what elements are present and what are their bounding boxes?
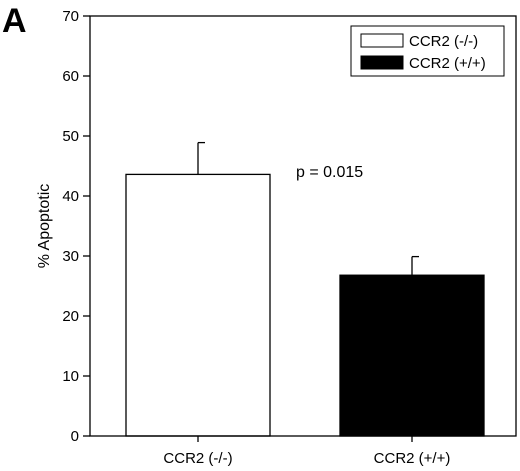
bar-1 xyxy=(339,274,485,437)
x-tick-label-0: CCR2 (-/-) xyxy=(163,450,232,467)
legend-label-0: CCR2 (-/-) xyxy=(409,33,478,50)
y-tick-label-2: 20 xyxy=(62,308,79,325)
x-axis-ticks: CCR2 (-/-) CCR2 (+/+) xyxy=(163,436,450,467)
legend: CCR2 (-/-) CCR2 (+/+) xyxy=(350,25,505,77)
p-value-annotation: p = 0.015 xyxy=(296,164,363,181)
y-tick-label-6: 60 xyxy=(62,68,79,85)
x-tick-label-1: CCR2 (+/+) xyxy=(374,450,451,467)
y-tick-label-4: 40 xyxy=(62,188,79,205)
legend-label-1: CCR2 (+/+) xyxy=(409,55,486,72)
error-bars-layer xyxy=(197,141,419,276)
y-tick-label-3: 30 xyxy=(62,248,79,265)
bar-0 xyxy=(125,173,271,437)
y-axis-label: % Apoptotic xyxy=(36,184,53,269)
y-axis-ticks: 0 10 20 30 40 50 60 70 xyxy=(62,8,90,445)
y-tick-label-7: 70 xyxy=(62,8,79,25)
y-tick-label-5: 50 xyxy=(62,128,79,145)
legend-swatch-0 xyxy=(360,33,404,48)
plot-frame xyxy=(89,15,517,437)
legend-swatch-1 xyxy=(360,55,404,70)
y-tick-label-1: 10 xyxy=(62,368,79,385)
y-tick-label-0: 0 xyxy=(71,428,79,445)
panel-label: A xyxy=(2,2,27,40)
bars-layer xyxy=(125,173,485,437)
